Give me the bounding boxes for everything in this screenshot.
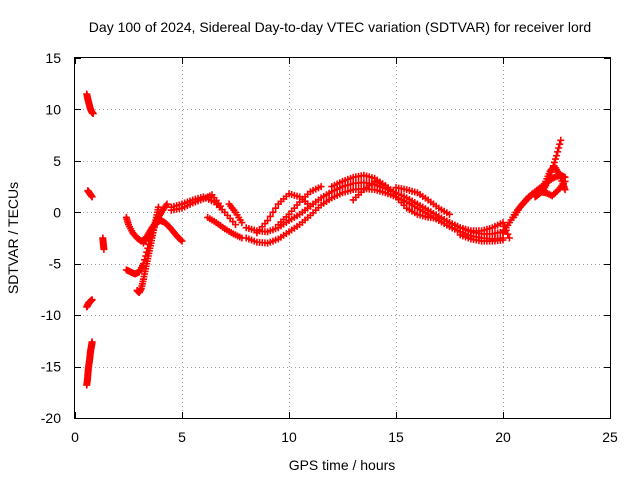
series-arc-early-mid xyxy=(84,187,96,201)
series-arc-17 xyxy=(446,219,513,242)
series-arc-22 xyxy=(542,162,569,194)
data-point xyxy=(499,219,507,227)
y-tick-label: -5 xyxy=(49,256,62,272)
series-arc-18 xyxy=(456,231,507,245)
data-point xyxy=(561,186,569,194)
data-point xyxy=(446,210,453,218)
y-tick-label: 0 xyxy=(53,204,61,220)
y-tick-label: -20 xyxy=(41,410,61,426)
series-arc-15 xyxy=(349,177,443,222)
plot-frame xyxy=(74,57,611,419)
data-point xyxy=(100,245,108,253)
series-arc-21 xyxy=(531,136,565,201)
series-arc-9 xyxy=(225,200,246,227)
data-point xyxy=(88,296,96,304)
series-arc-early-bottom xyxy=(83,338,96,389)
series-arc-early-top xyxy=(83,90,97,118)
series-arc-12 xyxy=(253,190,314,237)
data-point xyxy=(89,110,97,118)
data-point xyxy=(266,212,274,220)
series-arc-13 xyxy=(274,183,325,229)
x-tick-label: 25 xyxy=(602,429,618,445)
tick-labels: 0 5 10 15 20 25 -20 -15 -10 -5 0 5 10 15 xyxy=(41,50,618,445)
series-arc-1 xyxy=(99,234,108,253)
data-point xyxy=(551,155,559,163)
series-arc-16 xyxy=(392,184,453,218)
data-point xyxy=(499,236,507,244)
series-arc-19 xyxy=(499,171,569,237)
series-arc-4 xyxy=(133,203,162,297)
data-point xyxy=(177,236,185,244)
x-tick-label: 20 xyxy=(495,429,511,445)
chart-title: Day 100 of 2024, Sidereal Day-to-day VTE… xyxy=(89,19,591,35)
data-point xyxy=(264,217,272,225)
x-tick-label: 0 xyxy=(71,429,79,445)
data-point xyxy=(217,202,225,210)
y-tick-label: -15 xyxy=(41,359,61,375)
data-marks xyxy=(83,90,569,389)
x-tick-label: 15 xyxy=(388,429,404,445)
data-point xyxy=(555,144,563,152)
data-point xyxy=(154,203,162,211)
data-point xyxy=(269,208,277,216)
data-point xyxy=(238,219,246,227)
series-arc-8 xyxy=(204,213,246,242)
data-point xyxy=(317,183,325,191)
data-point xyxy=(272,204,280,212)
series-arc-7 xyxy=(167,191,225,214)
data-point xyxy=(553,152,560,160)
data-point xyxy=(435,214,443,222)
data-point xyxy=(306,202,314,210)
data-point xyxy=(505,234,513,242)
data-point xyxy=(178,237,186,245)
data-point xyxy=(504,230,512,238)
y-tick-label: 15 xyxy=(45,50,61,66)
data-point xyxy=(88,338,96,346)
x-axis-label: GPS time / hours xyxy=(289,457,396,473)
series-arc-early-low xyxy=(83,296,96,311)
x-tick-label: 10 xyxy=(281,429,297,445)
y-tick-label: 5 xyxy=(53,153,61,169)
data-point xyxy=(232,221,239,229)
data-point xyxy=(554,148,562,156)
data-point xyxy=(163,200,171,208)
y-axis-label: SDTVAR / TECUs xyxy=(5,182,21,294)
data-point xyxy=(557,136,565,144)
y-tick-label: -10 xyxy=(41,307,61,323)
data-point xyxy=(88,193,96,201)
series-arc-5 xyxy=(139,217,186,247)
x-tick-label: 5 xyxy=(178,429,186,445)
y-tick-label: 10 xyxy=(45,101,61,117)
data-point xyxy=(556,140,564,148)
